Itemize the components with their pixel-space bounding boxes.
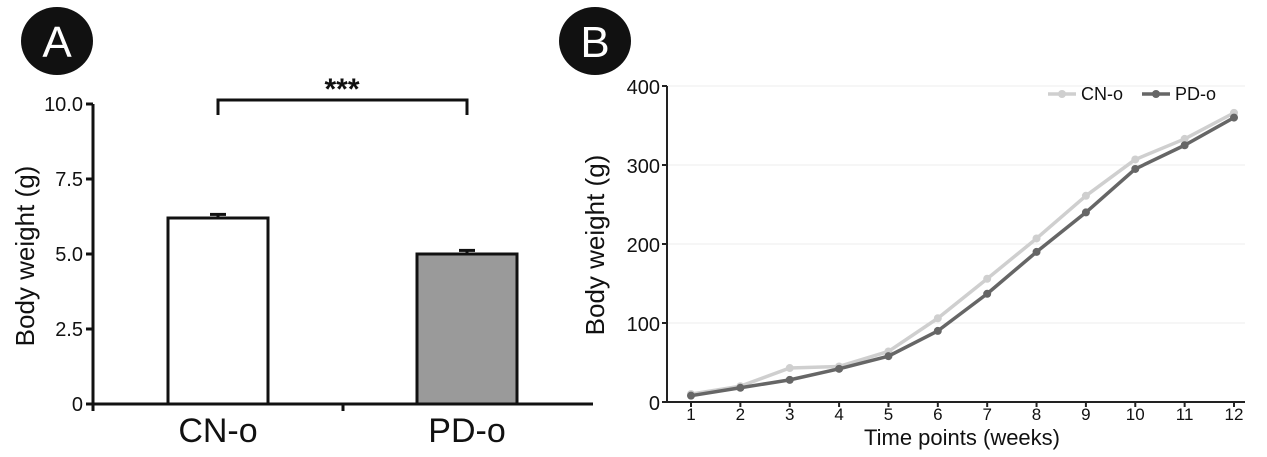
panel-a-category-label: PD-o [428, 412, 505, 450]
panel-b-x-tick-label: 9 [1081, 405, 1090, 424]
panel-b-y-ticks: 0 100 200 300 400 [627, 77, 667, 415]
panel-b-point-cn-o [785, 364, 794, 373]
panel-b-legend-label: CN-o [1081, 84, 1123, 104]
panel-b-x-tick-label: 11 [1176, 405, 1194, 424]
panel-a-category-label: CN-o [178, 412, 257, 450]
panel-b-y-tick-label: 0 [649, 393, 660, 415]
panel-b-x-tick-label: 7 [982, 405, 991, 424]
panel-b-point-pd-o [1230, 113, 1238, 122]
panel-b-x-tick-label: 6 [933, 405, 942, 424]
panel-a-y-ticks: 0 2.5 5.0 7.5 10.0 [44, 94, 345, 416]
panel-a-y-tick-label: 2.5 [55, 319, 83, 341]
panel-b-gridlines [667, 85, 1245, 324]
panel-b-y-axis-label: Body weight (g) [580, 155, 610, 336]
panel-b-x-tick-label: 8 [1032, 405, 1041, 424]
panel-a-y-tick-label: 5.0 [55, 244, 83, 266]
panel-b-point-cn-o [1131, 155, 1140, 164]
panel-a-badge-label: A [42, 18, 72, 67]
panel-b-x-axis-label: Time points (weeks) [864, 425, 1060, 450]
panel-b-badge: B [559, 7, 631, 75]
panel-b-x-ticks: 1 2 3 4 5 6 7 8 9 10 11 12 [686, 402, 1243, 424]
panel-a-bar-chart: Body weight (g) 02.55.07.510.0 CN-o PD-o … [10, 73, 593, 450]
panel-b-legend: CN-o PD-o [1048, 84, 1216, 104]
panel-b-point-pd-o [933, 326, 942, 335]
panel-a-category-labels: CN-o PD-o [178, 412, 505, 450]
panel-b-x-tick-label: 10 [1126, 405, 1145, 424]
panel-a-y-tick-label: 10.0 [44, 94, 83, 116]
panel-b-x-tick-label: 12 [1225, 405, 1244, 424]
panel-b-y-tick-label: 200 [627, 235, 660, 257]
panel-b-series [687, 108, 1238, 400]
significance-bracket: *** [216, 73, 469, 115]
panel-a-y-axis-label: Body weight (g) [10, 166, 40, 347]
panel-a-y-tick-label: 0 [72, 394, 83, 416]
panel-b-x-tick-label: 3 [785, 405, 794, 424]
panel-a-y-tick-label: 7.5 [55, 169, 83, 191]
panel-b-point-pd-o [1032, 247, 1041, 256]
panel-b-point-pd-o [884, 352, 893, 361]
significance-stars: *** [324, 73, 359, 106]
significance-bracket-line [216, 98, 469, 115]
panel-b-series-line-pd-o [690, 116, 1235, 398]
panel-b-badge-label: B [580, 18, 609, 67]
panel-b-point-pd-o [1180, 141, 1189, 150]
panel-b-point-cn-o [1081, 191, 1090, 200]
panel-b-x-tick-label: 1 [686, 405, 695, 424]
panel-b-point-pd-o [835, 364, 844, 373]
panel-a-badge: A [21, 7, 93, 75]
panel-a-bar-pd-o [415, 252, 519, 406]
panel-b-point-pd-o [687, 391, 695, 400]
panel-b-point-pd-o [736, 383, 745, 392]
panel-b-point-pd-o [983, 289, 992, 298]
panel-b-x-tick-label: 4 [834, 405, 843, 424]
panel-b-point-cn-o [1180, 134, 1189, 143]
panel-b-legend-label: PD-o [1175, 84, 1216, 104]
panel-a-bars [166, 212, 519, 406]
panel-b-point-cn-o [983, 274, 992, 283]
panel-b-y-tick-label: 100 [627, 314, 660, 336]
panel-b-point-cn-o [933, 314, 942, 323]
panel-b-point-pd-o [1081, 208, 1090, 217]
panel-b-x-tick-label: 2 [736, 405, 745, 424]
panel-b-point-pd-o [1131, 164, 1140, 173]
panel-b-x-tick-label: 5 [884, 405, 893, 424]
panel-b-point-cn-o [1032, 234, 1041, 243]
panel-a-bar-cn-o [166, 216, 270, 406]
panel-b-y-tick-label: 400 [627, 77, 660, 99]
panel-b-point-pd-o [785, 375, 794, 384]
panel-b-legend-marker [1058, 90, 1066, 98]
panel-b-legend-marker [1152, 90, 1160, 98]
panel-b-y-tick-label: 300 [627, 156, 660, 178]
panel-b-series-line-cn-o [690, 111, 1235, 396]
